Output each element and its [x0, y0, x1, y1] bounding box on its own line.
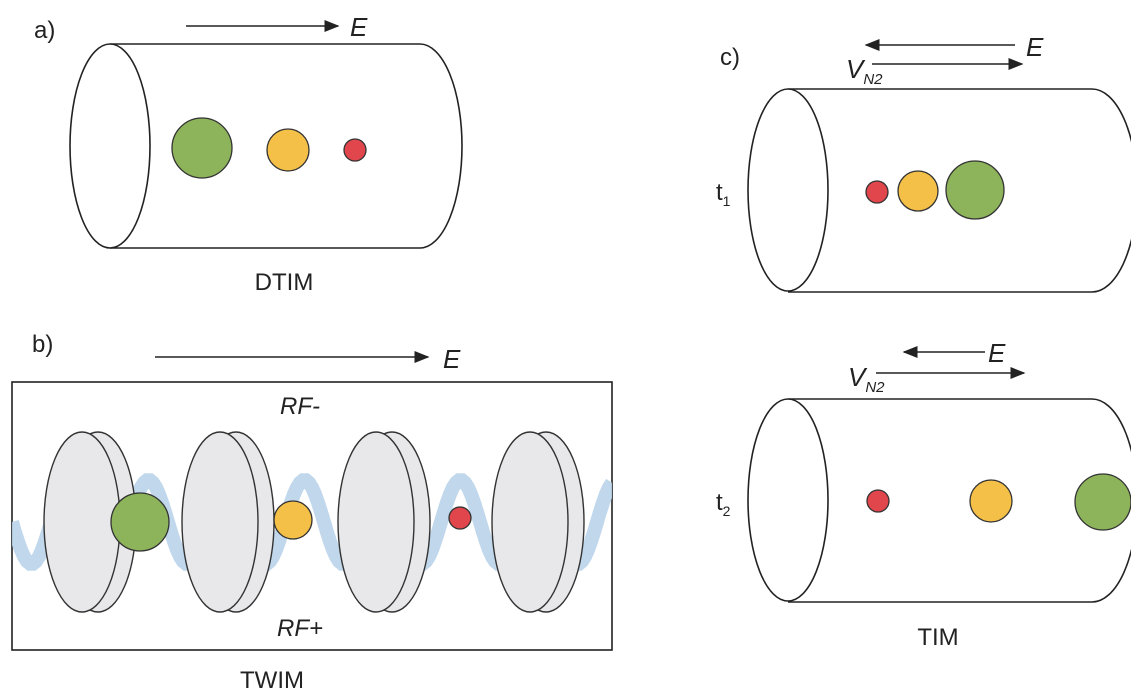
field-label: E — [988, 338, 1006, 368]
ion-medium — [898, 171, 938, 211]
cylinder-end — [70, 44, 150, 248]
ion-medium — [970, 480, 1012, 522]
method-name: TIM — [917, 624, 958, 651]
electrode — [44, 432, 120, 612]
method-name: TWIM — [240, 667, 304, 693]
panel-label: a) — [34, 17, 55, 44]
time-label: t1 — [716, 179, 731, 209]
ion-large — [172, 118, 232, 178]
velocity-label: VN2 — [848, 362, 885, 396]
ion-small — [449, 507, 471, 529]
ion-small — [867, 490, 889, 512]
ion-small — [866, 181, 888, 203]
ion-large — [1075, 474, 1131, 530]
ion-small — [344, 139, 366, 161]
panel-label: b) — [32, 331, 53, 358]
figure: a) E DTIM b) E RF- RF+ — [0, 0, 1131, 693]
ion-large — [946, 161, 1004, 219]
field-label: E — [443, 344, 461, 374]
panel-label: c) — [720, 44, 740, 71]
electrode — [338, 432, 414, 612]
velocity-subscript: N2 — [865, 379, 885, 396]
field-label: E — [1026, 32, 1044, 62]
panel-a: a) E DTIM — [34, 12, 462, 296]
cylinder-end — [748, 89, 828, 291]
rf-label: RF+ — [277, 615, 323, 642]
ion-medium — [267, 129, 309, 171]
electrode — [492, 432, 568, 612]
velocity-subscript: N2 — [863, 71, 883, 88]
electrode — [182, 432, 258, 612]
time-subscript: 2 — [723, 503, 731, 519]
field-label: E — [350, 12, 368, 42]
panel-c: c) E VN2 t1 E VN2 t2 TIM — [716, 32, 1131, 651]
method-name: DTIM — [255, 269, 314, 296]
time-subscript: 1 — [723, 193, 731, 209]
velocity-label: VN2 — [846, 54, 883, 88]
time-label: t2 — [716, 489, 731, 519]
panel-b: b) E RF- RF+ TWIM — [12, 331, 612, 693]
ion-large — [111, 493, 169, 551]
cylinder-end — [748, 399, 828, 601]
ion-medium — [274, 501, 312, 539]
rf-label: RF- — [280, 393, 320, 420]
